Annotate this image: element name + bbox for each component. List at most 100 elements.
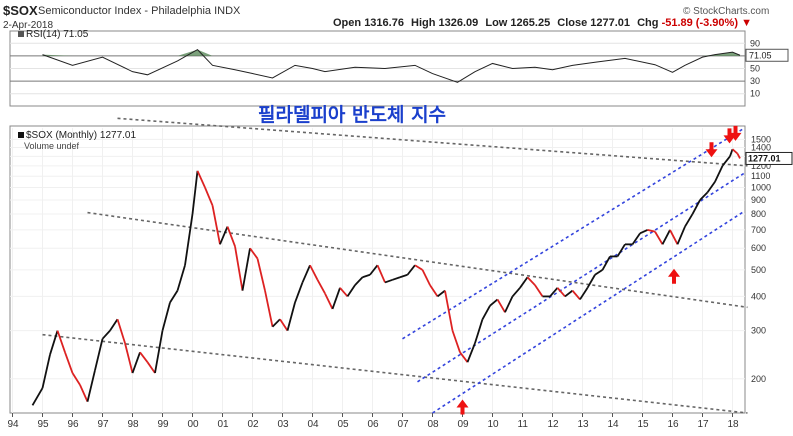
price-segment <box>639 229 648 235</box>
chg-down-icon: ▼ <box>741 17 752 29</box>
price-segment <box>79 384 89 403</box>
price-segment <box>184 213 194 266</box>
price-segment <box>139 351 149 363</box>
price-segment <box>489 298 499 307</box>
price-tick-label: 400 <box>751 291 766 301</box>
price-segment <box>647 229 656 233</box>
price-segment <box>676 226 686 245</box>
price-tick-label: 600 <box>751 243 766 253</box>
chg-value: -51.89 (-3.90%) <box>661 17 738 29</box>
x-tick-label: 95 <box>38 419 50 430</box>
price-segment <box>264 290 274 327</box>
x-tick-label: 03 <box>278 419 290 430</box>
price-segment <box>549 287 559 298</box>
arrow-2009-low-icon <box>456 399 469 415</box>
price-tick-label: 200 <box>751 374 766 384</box>
price-segment <box>481 305 491 320</box>
price-segment <box>496 298 506 313</box>
price-segment <box>316 279 326 294</box>
price-segment <box>211 205 221 245</box>
price-segment <box>721 155 731 167</box>
x-tick-label: 14 <box>608 419 620 430</box>
price-segment <box>459 351 469 363</box>
price-tick-label: 800 <box>751 209 766 219</box>
price-segment <box>196 170 206 188</box>
price-segment <box>376 264 386 283</box>
price-segment <box>204 187 214 206</box>
price-segment <box>466 342 476 363</box>
rsi-line <box>42 48 741 83</box>
price-segment <box>571 290 581 301</box>
price-segment <box>131 351 141 374</box>
x-tick-label: 96 <box>68 419 80 430</box>
price-segment <box>362 273 371 279</box>
price-segment <box>406 264 416 276</box>
price-segment <box>271 318 281 328</box>
price-segment <box>736 153 741 159</box>
arrow-2016-low-icon <box>668 268 680 284</box>
x-tick-label: 04 <box>308 419 320 430</box>
chg-label: Chg <box>637 17 659 29</box>
rsi-legend: RSI(14) 71.05 <box>18 29 88 40</box>
rsi-legend-marker-icon <box>18 31 24 37</box>
x-tick-label: 02 <box>248 419 260 430</box>
price-segment <box>234 246 244 291</box>
price-segment <box>86 370 96 402</box>
price-tick-label: 1400 <box>751 143 771 153</box>
price-legend-text: $SOX (Monthly) 1277.01 <box>26 130 137 141</box>
price-segment <box>661 229 671 245</box>
price-segment <box>146 361 156 374</box>
x-tick-label: 01 <box>218 419 230 430</box>
price-segment <box>369 264 379 276</box>
price-segment <box>714 165 724 183</box>
price-segment <box>669 229 679 245</box>
volume-legend: Volume undef <box>24 141 80 151</box>
rsi-tick-label: 30 <box>750 76 760 86</box>
low-label: Low <box>485 17 508 29</box>
price-segment <box>31 387 44 406</box>
x-tick-label: 13 <box>578 419 590 430</box>
price-legend-marker-icon <box>18 132 24 138</box>
x-tick-label: 99 <box>158 419 170 430</box>
credit-label: © StockCharts.com <box>683 6 770 17</box>
index-name: Semiconductor Index - Philadelphia INDX <box>38 5 241 17</box>
x-tick-label: 06 <box>368 419 380 430</box>
price-segment <box>474 319 484 344</box>
price-segment <box>294 282 304 303</box>
x-tick-label: 07 <box>398 419 410 430</box>
price-segment <box>421 269 431 286</box>
price-segment <box>71 372 81 386</box>
x-tick-label: 12 <box>548 419 560 430</box>
x-tick-label: 16 <box>668 419 680 430</box>
price-segment <box>684 213 694 228</box>
price-segment <box>301 264 311 283</box>
price-segment <box>444 290 454 331</box>
price-segment <box>116 319 126 344</box>
rsi-tick-label: 10 <box>750 89 760 99</box>
price-segment <box>451 330 461 353</box>
high-value: 1326.09 <box>438 17 479 29</box>
price-segment <box>399 273 408 279</box>
price-tick-label: 700 <box>751 225 766 235</box>
price-segment <box>154 330 164 374</box>
price-segment <box>64 351 74 374</box>
rsi-tick-label: 50 <box>750 64 760 74</box>
x-tick-label: 10 <box>488 419 500 430</box>
x-tick-label: 00 <box>188 419 200 430</box>
channel-mid <box>417 172 745 383</box>
price-tick-label: 1100 <box>751 171 770 181</box>
price-segment <box>519 276 529 289</box>
price-segment <box>511 287 521 298</box>
price-segment <box>169 290 179 304</box>
price-segment <box>706 181 716 193</box>
price-tick-label: 1500 <box>751 134 771 144</box>
price-segment <box>429 284 439 297</box>
price-segment <box>94 338 104 371</box>
price-segment <box>219 226 229 245</box>
price-segment <box>729 148 734 157</box>
price-segment <box>101 330 111 340</box>
x-tick-label: 15 <box>638 419 650 430</box>
price-segment <box>346 284 356 297</box>
price-segment <box>731 148 739 155</box>
price-segment <box>339 287 349 298</box>
